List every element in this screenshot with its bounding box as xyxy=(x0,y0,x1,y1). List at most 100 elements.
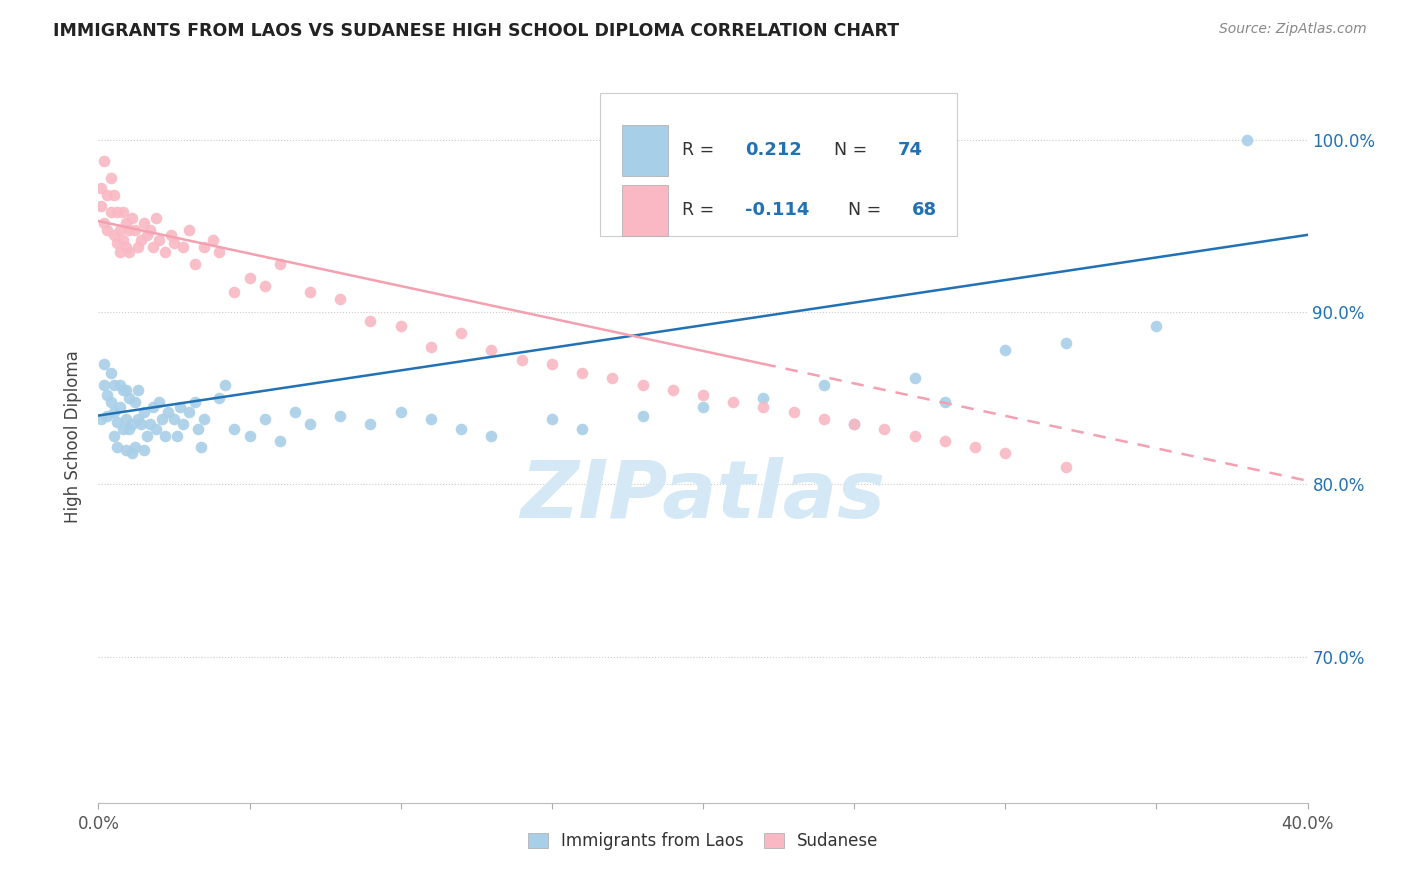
Point xyxy=(108,377,131,392)
Point xyxy=(208,245,231,260)
Point xyxy=(179,405,201,419)
Point xyxy=(239,271,262,285)
Point xyxy=(540,357,562,371)
Text: 68: 68 xyxy=(912,202,938,219)
Point xyxy=(100,394,122,409)
Text: R =: R = xyxy=(682,202,720,219)
Point xyxy=(105,416,128,430)
Point xyxy=(481,429,503,443)
Point xyxy=(103,405,125,419)
Point xyxy=(844,417,866,432)
Point xyxy=(103,429,125,443)
Point xyxy=(111,422,134,436)
Point xyxy=(934,434,956,449)
Point xyxy=(420,412,443,426)
Point xyxy=(135,227,157,242)
Point xyxy=(148,394,170,409)
Point xyxy=(100,366,122,380)
Point xyxy=(93,377,115,392)
Point xyxy=(160,227,183,242)
Point xyxy=(148,233,170,247)
Point xyxy=(96,409,118,423)
Point xyxy=(1144,319,1167,334)
Point xyxy=(299,285,322,299)
Point xyxy=(90,181,112,195)
Point xyxy=(96,188,118,202)
Point xyxy=(994,343,1017,358)
Point xyxy=(124,223,146,237)
Point xyxy=(127,383,149,397)
Point xyxy=(100,205,122,219)
Point xyxy=(118,392,141,406)
Point xyxy=(571,366,593,380)
Point xyxy=(139,223,162,237)
Point xyxy=(93,357,115,371)
Point xyxy=(111,233,134,247)
Text: N =: N = xyxy=(834,141,872,160)
Point xyxy=(934,394,956,409)
Point xyxy=(96,388,118,402)
Point xyxy=(193,240,215,254)
Point xyxy=(103,227,125,242)
Point xyxy=(129,417,152,432)
Text: Source: ZipAtlas.com: Source: ZipAtlas.com xyxy=(1219,22,1367,37)
Point xyxy=(481,343,503,358)
Point xyxy=(105,205,128,219)
Point xyxy=(253,279,276,293)
Point xyxy=(783,405,806,419)
Point xyxy=(360,314,382,328)
Point xyxy=(692,400,714,414)
Point xyxy=(1054,336,1077,351)
Bar xyxy=(621,125,668,176)
Point xyxy=(163,236,186,251)
Point xyxy=(723,394,745,409)
Point xyxy=(129,233,152,247)
Point xyxy=(90,198,112,212)
Point xyxy=(540,412,562,426)
Point xyxy=(121,417,143,432)
Point xyxy=(132,405,155,419)
Point xyxy=(114,412,136,426)
Bar xyxy=(621,185,668,235)
Point xyxy=(132,442,155,457)
Point xyxy=(105,440,128,454)
Text: IMMIGRANTS FROM LAOS VS SUDANESE HIGH SCHOOL DIPLOMA CORRELATION CHART: IMMIGRANTS FROM LAOS VS SUDANESE HIGH SC… xyxy=(53,22,900,40)
Point xyxy=(187,422,209,436)
Point xyxy=(90,412,112,426)
Point xyxy=(631,377,654,392)
Legend: Immigrants from Laos, Sudanese: Immigrants from Laos, Sudanese xyxy=(522,825,884,856)
Point xyxy=(108,223,131,237)
Point xyxy=(965,440,987,454)
Point xyxy=(389,319,412,334)
Point xyxy=(873,422,896,436)
Point xyxy=(96,223,118,237)
Point xyxy=(389,405,412,419)
Point xyxy=(208,392,231,406)
Point xyxy=(121,211,143,225)
Point xyxy=(172,417,194,432)
Point xyxy=(93,216,115,230)
Point xyxy=(214,377,236,392)
Point xyxy=(100,171,122,186)
Point xyxy=(121,446,143,460)
Point xyxy=(269,257,291,271)
Point xyxy=(420,340,443,354)
Point xyxy=(253,412,276,426)
Point xyxy=(108,245,131,260)
Point xyxy=(450,422,472,436)
Point xyxy=(329,292,352,306)
Point xyxy=(904,370,927,384)
Point xyxy=(163,412,186,426)
Point xyxy=(813,377,835,392)
Point xyxy=(111,383,134,397)
Point xyxy=(150,412,173,426)
Point xyxy=(124,440,146,454)
Text: N =: N = xyxy=(848,202,887,219)
Point xyxy=(190,440,212,454)
Point xyxy=(127,240,149,254)
Point xyxy=(994,446,1017,460)
Point xyxy=(142,400,165,414)
Point xyxy=(145,422,167,436)
Point xyxy=(172,240,194,254)
Point xyxy=(1054,460,1077,475)
